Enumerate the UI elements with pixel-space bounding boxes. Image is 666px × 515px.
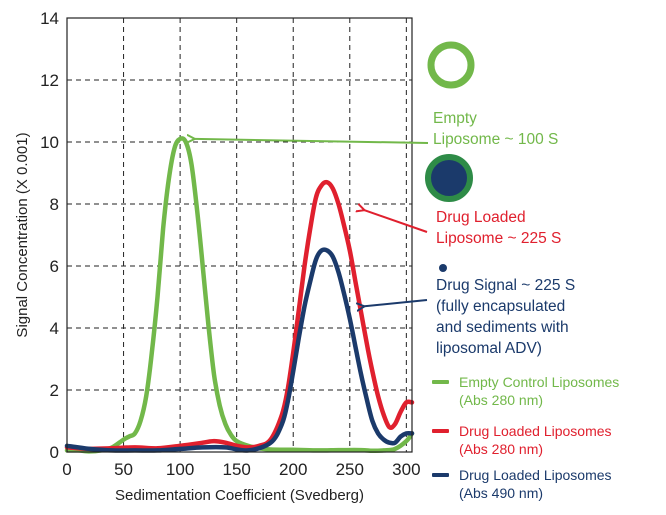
annotation-empty-liposome: Empty Liposome ~ 100 S [433,108,558,150]
annotation-line: Liposome ~ 225 S [436,230,562,247]
legend-sublabel: (Abs 280 nm) [459,441,544,457]
series-lines [64,136,415,454]
annotation-arrows [195,139,429,306]
y-axis-label: Signal Concentration (X 0.001) [14,132,31,337]
legend-swatch [432,473,449,477]
legend-item-drug-loaded-490: Drug Loaded Liposomes (Abs 490 nm) [432,466,612,502]
annotation-line: Empty [433,110,477,127]
series-line-drug-loaded-280 [64,179,415,452]
y-tick-label: 2 [50,381,59,400]
legend-label: Empty Control Liposomes [459,374,620,390]
x-axis-label: Sedimentation Coefficient (Svedberg) [115,487,364,504]
legend-swatch [432,429,449,433]
x-tick-label: 250 [336,460,364,479]
annotation-line: (fully encapsulated [436,298,566,315]
x-tick-label: 150 [222,460,250,479]
y-tick-label: 8 [50,195,59,214]
legend-item-empty-control: Empty Control Liposomes (Abs 280 nm) [432,373,619,409]
x-tick-labels: 0 50 100 150 200 250 300 [62,460,420,479]
drug-signal-dot-icon [439,264,447,272]
series-line-drug-loaded-490 [64,247,415,453]
y-tick-label: 6 [50,257,59,276]
series-line-empty-control [64,136,415,454]
empty-liposome-icon [427,41,475,89]
annotation-line: Drug Loaded [436,209,526,226]
arrow-drug-loaded-liposome [364,210,428,233]
annotation-line: Drug Signal ~ 225 S [436,277,576,294]
legend-swatch [432,380,449,384]
x-tick-label: 50 [114,460,133,479]
annotation-drug-loaded-liposome: Drug Loaded Liposome ~ 225 S [436,207,561,249]
y-tick-label: 0 [50,443,59,462]
x-tick-label: 100 [166,460,194,479]
grid [67,18,412,452]
legend-label: Drug Loaded Liposomes [459,467,612,483]
y-tick-label: 14 [40,9,59,28]
annotation-drug-signal: Drug Signal ~ 225 S (fully encapsulated … [436,275,575,359]
legend-label: Drug Loaded Liposomes [459,423,612,439]
y-tick-label: 12 [40,71,59,90]
drug-loaded-liposome-icon [425,154,473,202]
arrow-drug-signal [364,299,428,306]
legend-sublabel: (Abs 490 nm) [459,485,544,501]
x-tick-label: 200 [279,460,307,479]
legend-sublabel: (Abs 280 nm) [459,392,544,408]
y-tick-labels: 0 2 4 6 8 10 12 14 [40,9,59,462]
annotation-line: Liposome ~ 100 S [433,131,559,148]
annotation-line: and sediments with [436,319,569,336]
y-tick-label: 10 [40,133,59,152]
x-tick-label: 300 [392,460,420,479]
legend-item-drug-loaded-280: Drug Loaded Liposomes (Abs 280 nm) [432,422,612,458]
annotation-line: liposomal ADV) [436,340,542,357]
y-tick-label: 4 [50,319,59,338]
plot-frame [66,17,413,453]
arrow-empty-liposome [195,139,429,144]
x-tick-label: 0 [62,460,71,479]
